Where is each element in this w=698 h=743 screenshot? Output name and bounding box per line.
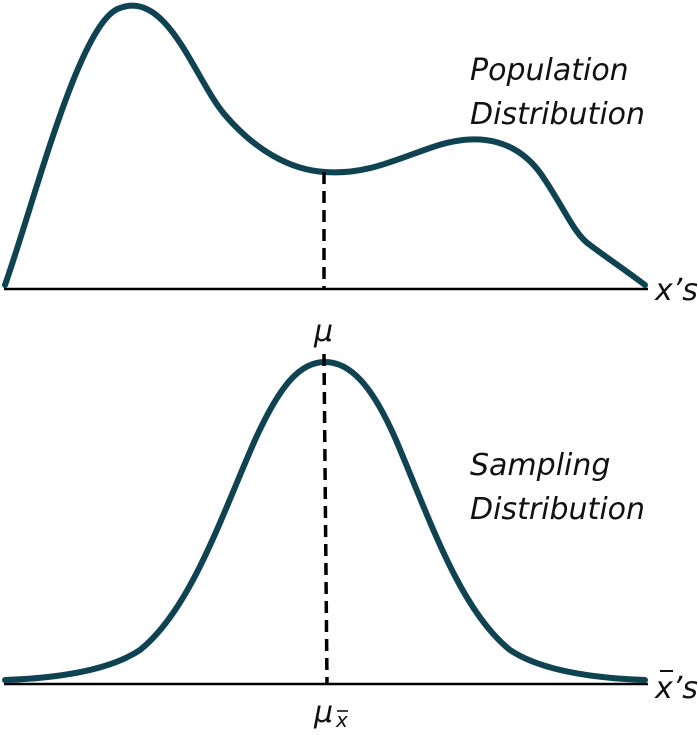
sampling-title-line1: Sampling bbox=[470, 448, 610, 483]
sampling-axis-suffix: ’s bbox=[673, 671, 698, 706]
population-curve bbox=[2, 2, 648, 288]
sampling-title-line2: Distribution bbox=[470, 492, 645, 527]
sampling-mean-label: μ bbox=[313, 695, 333, 730]
population-mean-label: μ bbox=[313, 314, 333, 349]
sampling-mean-subscript: x bbox=[335, 708, 348, 732]
population-axis-var: x bbox=[654, 273, 673, 308]
sampling-axis-var: x bbox=[654, 671, 673, 706]
population-axis-suffix: ’s bbox=[673, 273, 698, 308]
sampling-mean-dash bbox=[322, 353, 329, 685]
sampling-axis-label: x’s bbox=[654, 671, 698, 706]
population-title-line1: Population bbox=[470, 53, 629, 88]
population-axis-label: x’s bbox=[654, 273, 698, 308]
population-title-line2: Distribution bbox=[470, 97, 645, 132]
